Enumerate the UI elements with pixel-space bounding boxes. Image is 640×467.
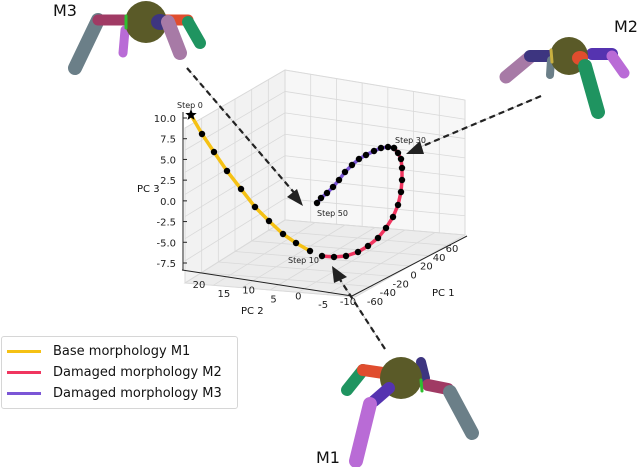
legend-label-m1: Base morphology M1 xyxy=(53,343,191,359)
svg-text:-60: -60 xyxy=(367,297,383,308)
robot-label-m2: M2 xyxy=(614,17,638,36)
robot-m2-render: M2 xyxy=(499,17,638,119)
svg-text:5.0: 5.0 xyxy=(160,155,176,166)
svg-text:10.0: 10.0 xyxy=(154,114,176,125)
svg-text:10: 10 xyxy=(242,286,255,297)
arrowhead-m1 xyxy=(332,266,347,283)
robot-m1-render: M1 xyxy=(316,357,479,467)
svg-text:0.0: 0.0 xyxy=(160,197,176,208)
svg-text:-5.0: -5.0 xyxy=(156,238,176,249)
svg-text:15: 15 xyxy=(217,289,230,300)
svg-text:60: 60 xyxy=(446,244,459,255)
axes-grid xyxy=(184,69,466,298)
legend-item-m2: Damaged morphology M2 xyxy=(7,362,222,382)
legend: Base morphology M1 Damaged morphology M2… xyxy=(1,336,238,409)
annotation-step-50: Step 50 xyxy=(317,209,348,218)
legend-swatch-m3 xyxy=(7,391,41,395)
svg-text:-2.5: -2.5 xyxy=(156,218,176,229)
robot-label-m1: M1 xyxy=(316,448,340,467)
robot-label-m3: M3 xyxy=(53,1,77,20)
robot-m3-render: M3 xyxy=(53,1,206,75)
svg-text:-7.5: -7.5 xyxy=(156,259,176,270)
arrowhead-m3 xyxy=(287,189,303,206)
legend-item-m1: Base morphology M1 xyxy=(7,341,190,361)
arrowhead-m2 xyxy=(406,141,424,154)
svg-text:-10: -10 xyxy=(340,297,356,308)
svg-text:40: 40 xyxy=(433,253,446,264)
legend-item-m3: Damaged morphology M3 xyxy=(7,383,222,403)
pointer-arrows xyxy=(186,67,542,350)
legend-label-m2: Damaged morphology M2 xyxy=(53,364,222,380)
trajectory xyxy=(185,109,406,261)
annotation-step-10: Step 10 xyxy=(288,256,319,265)
pc1-axis-label: PC 1 xyxy=(432,288,455,299)
svg-text:2.5: 2.5 xyxy=(160,176,176,187)
annotation-step-0: Step 0 xyxy=(177,101,203,110)
svg-text:-40: -40 xyxy=(380,288,396,299)
pc3-axis-label: PC 3 xyxy=(137,184,160,195)
svg-text:5: 5 xyxy=(270,295,276,306)
pc2-tick-labels: 20 15 10 5 0 -5 -10 xyxy=(193,280,357,311)
svg-text:0: 0 xyxy=(295,291,301,302)
svg-text:-5: -5 xyxy=(318,300,328,311)
pc2-axis-label: PC 2 xyxy=(241,306,264,317)
legend-swatch-m2 xyxy=(7,370,41,374)
annotation-step-30: Step 30 xyxy=(395,136,426,145)
pc3-tick-labels: 10.0 7.5 5.0 2.5 0.0 -2.5 -5.0 -7.5 xyxy=(154,114,187,270)
svg-text:7.5: 7.5 xyxy=(160,135,176,146)
svg-text:20: 20 xyxy=(193,280,206,291)
svg-text:0: 0 xyxy=(410,271,416,282)
legend-swatch-m1 xyxy=(7,349,41,353)
svg-text:-20: -20 xyxy=(392,279,408,290)
svg-text:20: 20 xyxy=(420,262,433,273)
legend-label-m3: Damaged morphology M3 xyxy=(53,385,222,401)
